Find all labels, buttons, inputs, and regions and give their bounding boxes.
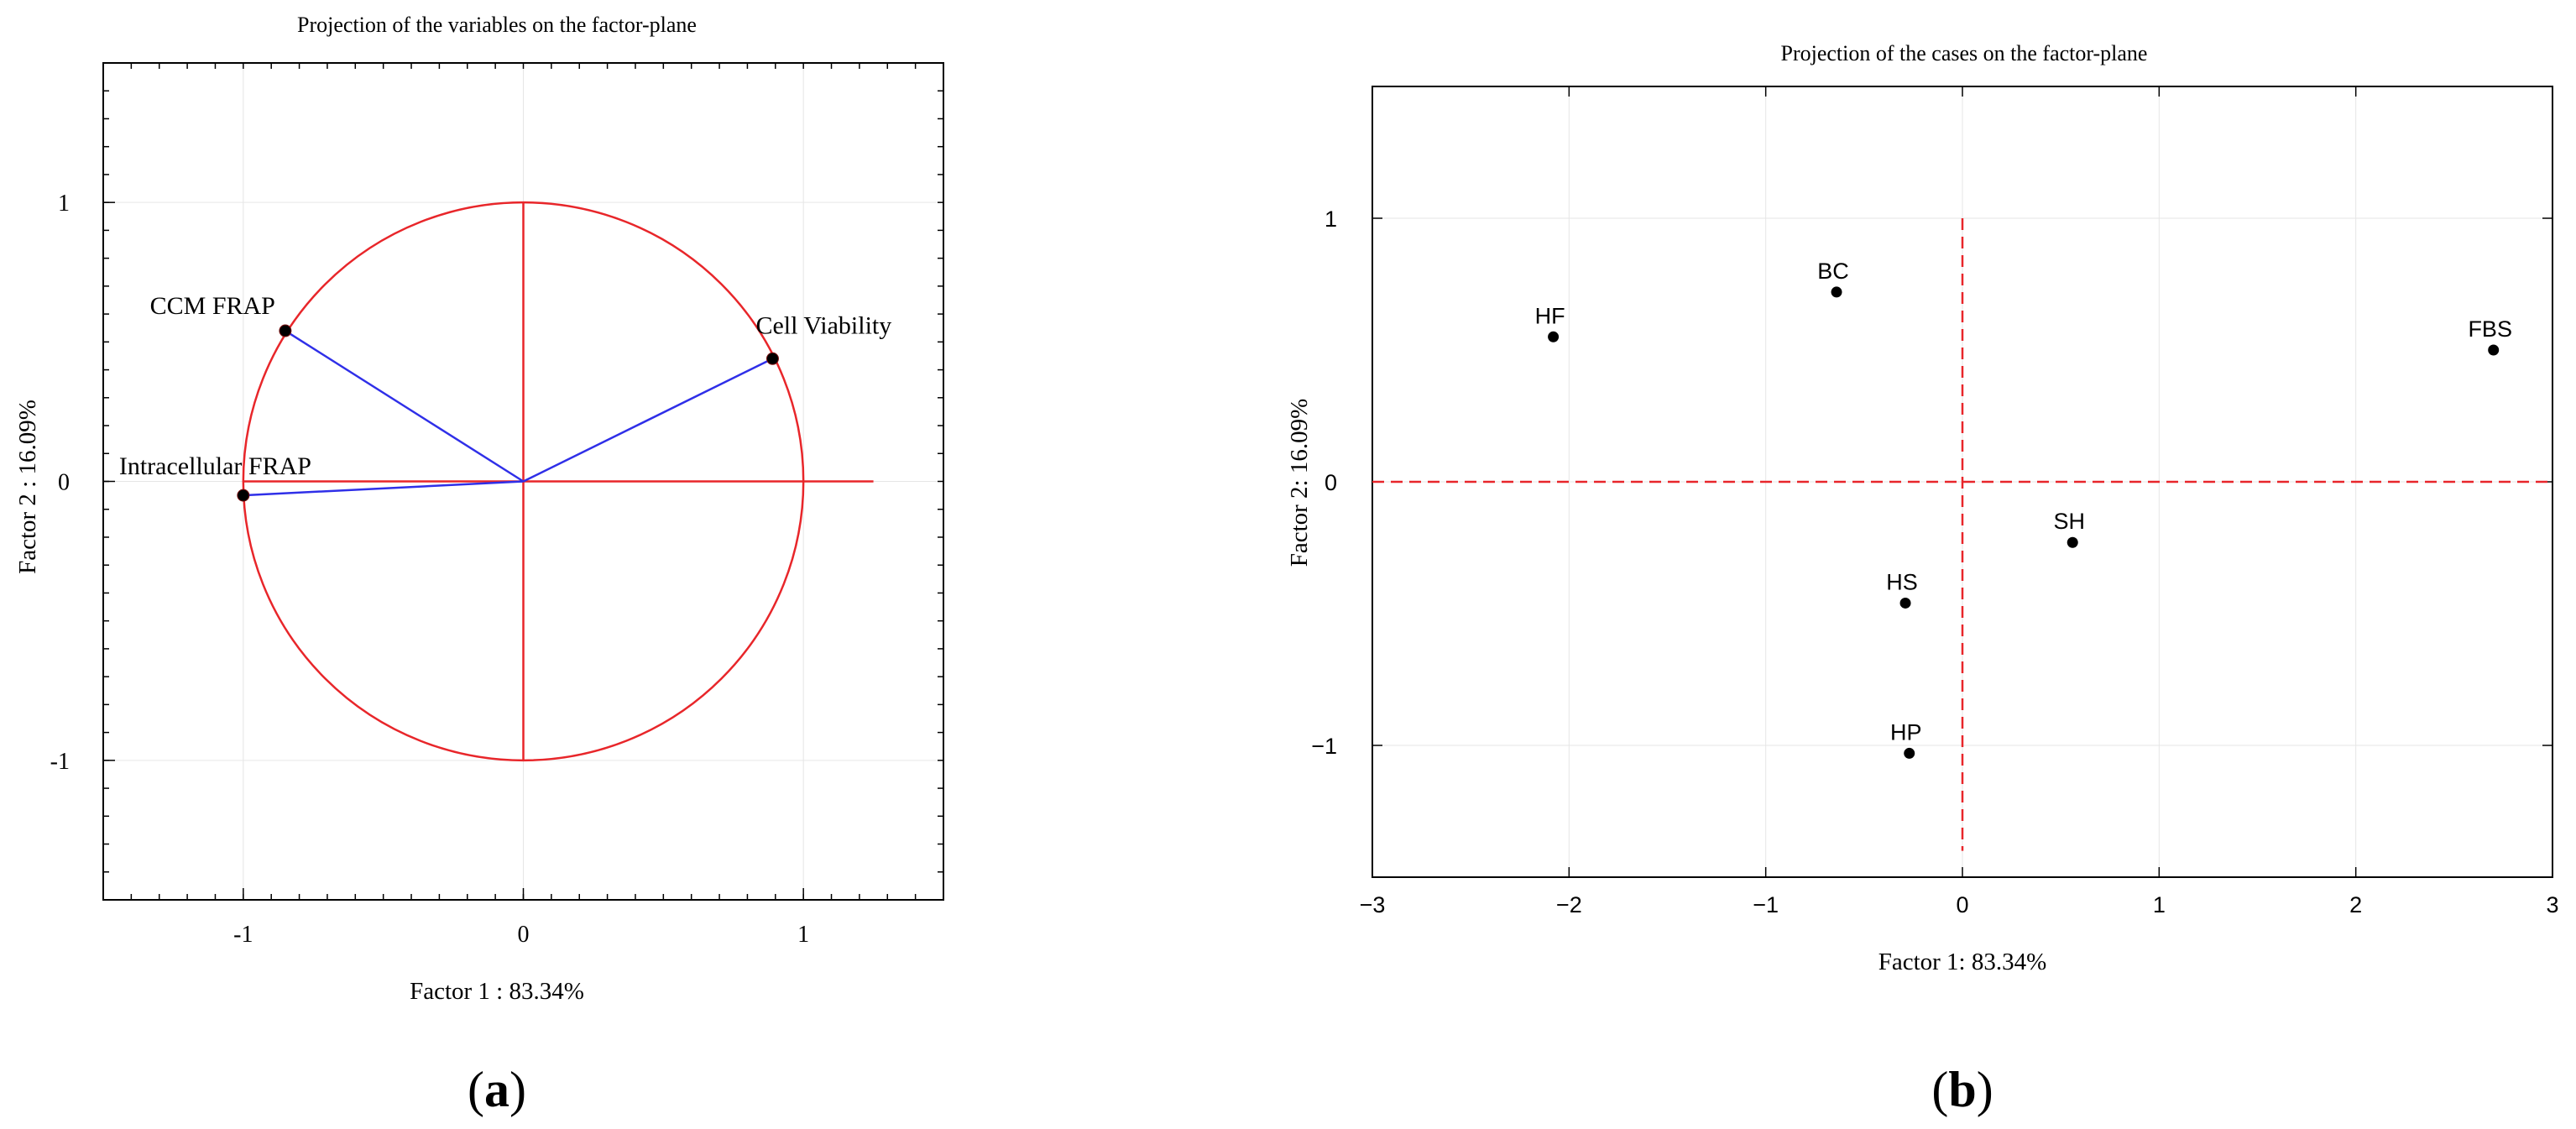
panel-b-x-tick-label: −3 (1360, 892, 1386, 917)
panel-b-point (1904, 747, 1915, 759)
panel-a-y-tick-label: 1 (58, 191, 70, 217)
panel-a-point (765, 352, 779, 365)
panel-b-title: Projection of the cases on the factor-pl… (1781, 41, 2148, 65)
panel-a: Projection of the variables on the facto… (14, 13, 944, 1117)
panel-b-x-axis-label: Factor 1: 83.34% (1878, 949, 2047, 975)
panel-b-x-tick-label: 2 (2349, 892, 2362, 917)
panel-a-x-tick-label: 0 (518, 922, 530, 948)
panel-b-point (1548, 331, 1560, 342)
panel-a-point-label: CCM FRAP (150, 292, 275, 320)
panel-b-x-tick-label: 1 (2153, 892, 2166, 917)
panel-a-point-label: Intracellular FRAP (119, 452, 311, 480)
panel-b-x-tick-label: −1 (1753, 892, 1779, 917)
panel-a-title: Projection of the variables on the facto… (297, 13, 697, 37)
panel-b-y-axis-label: Factor 2: 16.09% (1286, 399, 1313, 567)
panel-a-y-axis-label: Factor 2 : 16.09% (14, 400, 41, 574)
panel-b-x-tick-label: 0 (1956, 892, 1968, 917)
panel-a-letter: (a) (468, 1062, 526, 1117)
panel-b-letter: (b) (1931, 1062, 1993, 1117)
panel-a-x-tick-label: -1 (233, 922, 253, 948)
panel-b-x-tick-label: −2 (1556, 892, 1582, 917)
panel-a-point (237, 489, 250, 502)
panel-b-point-label: HP (1890, 719, 1922, 745)
panel-a-y-tick-label: 0 (58, 470, 70, 496)
panel-a-y-tick-label: -1 (50, 749, 70, 775)
panel-b-point-label: BC (1817, 259, 1849, 284)
panel-b: Projection of the cases on the factor-pl… (1286, 41, 2559, 1117)
panel-b-x-tick-label: 3 (2546, 892, 2558, 917)
panel-b-point (2488, 344, 2500, 356)
panel-a-vector (243, 480, 524, 497)
panel-b-y-tick-label: 0 (1325, 470, 1337, 495)
panel-a-point-label: Cell Viability (755, 311, 891, 339)
panel-b-point (1899, 597, 1911, 609)
panel-a-point (279, 324, 292, 337)
panel-a-vector (285, 329, 525, 483)
panel-b-point (1831, 286, 1842, 298)
panel-a-vector (522, 358, 774, 483)
panel-b-point-label: HF (1535, 303, 1565, 328)
panel-b-y-tick-label: −1 (1311, 734, 1337, 759)
panel-a-x-axis-label: Factor 1 : 83.34% (410, 978, 584, 1005)
panel-b-point-label: SH (2053, 509, 2085, 534)
panel-a-x-tick-label: 1 (797, 922, 809, 948)
panel-b-point-label: FBS (2468, 316, 2512, 342)
panel-b-point-label: HS (1886, 569, 1918, 594)
panel-b-y-tick-label: 1 (1325, 206, 1337, 232)
panel-b-point (2067, 536, 2078, 548)
